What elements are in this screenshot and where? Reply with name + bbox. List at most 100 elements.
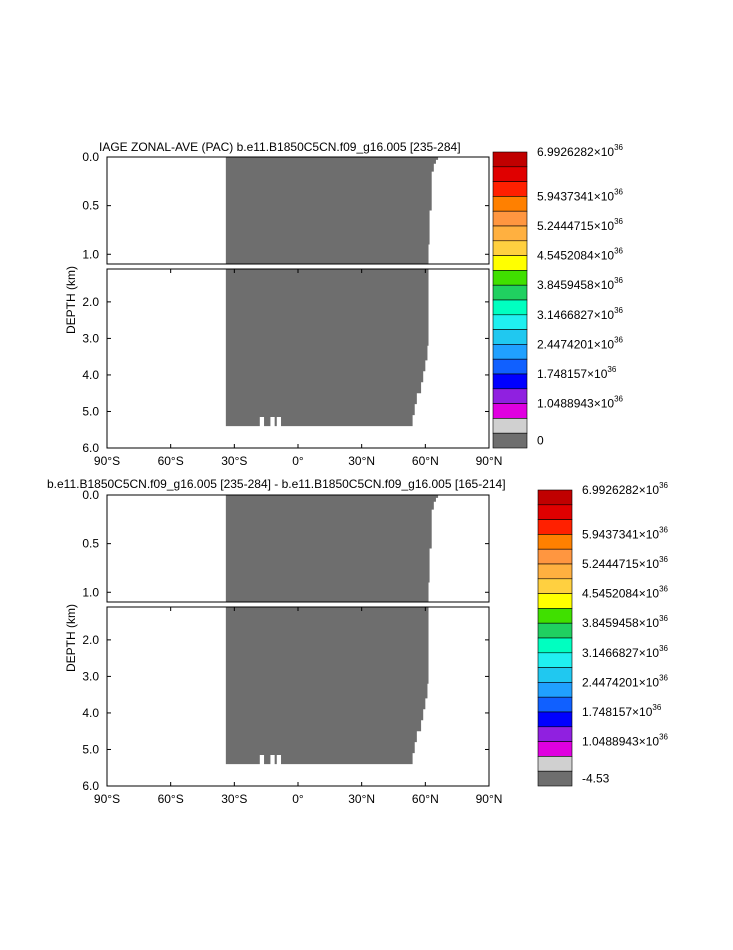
colorbar-box [537, 593, 573, 609]
x-tick-label: 90°S [94, 454, 120, 468]
colorbar-label: 4.5452084×1036 [582, 585, 669, 601]
y-tick-label: 1.0 [82, 247, 99, 261]
colorbar-label-exponent: 36 [614, 395, 623, 404]
x-tick-label: 60°S [158, 792, 184, 806]
y-tick-label: 1.0 [82, 585, 99, 599]
colorbar-box [537, 534, 573, 550]
colorbar-label-mantissa: 3.8459458×10 [537, 278, 614, 292]
y-tick-label: 4.0 [82, 706, 99, 720]
upper-plot-frame [106, 494, 490, 603]
colorbar-box [492, 299, 528, 316]
colorbar-label-exponent: 36 [614, 217, 623, 226]
colorbar-box [492, 388, 528, 404]
colorbar-box [492, 270, 528, 286]
data-field-lower [225, 269, 429, 427]
x-tick-label: 0° [292, 792, 304, 806]
colorbar-label-exponent: 36 [659, 585, 668, 594]
chart-title: b.e11.B1850C5CN.f09_g16.005 [235-284] - … [47, 477, 506, 491]
x-tick-label: 60°N [412, 792, 439, 806]
colorbar-box [492, 255, 528, 271]
x-tick-label: 30°N [348, 454, 375, 468]
colorbar-label: 6.9926282×1036 [582, 481, 669, 497]
colorbar-box [492, 344, 528, 360]
colorbar-label-exponent: 36 [614, 306, 623, 315]
y-tick-label: 0.5 [82, 199, 99, 213]
colorbar-label-exponent: 36 [614, 247, 623, 256]
y-tick-label: 0.5 [82, 537, 99, 551]
colorbar-box [492, 196, 528, 212]
colorbar-label-mantissa: 2.4474201×10 [582, 675, 659, 689]
colorbar-label: 4.5452084×1036 [537, 247, 624, 263]
colorbar-label: 2.4474201×1036 [582, 673, 669, 689]
colorbar-box [537, 622, 573, 639]
x-tick-label: 30°S [221, 792, 247, 806]
colorbar-box [492, 314, 528, 330]
colorbar-label-mantissa: 0 [537, 434, 544, 448]
colorbar-label: 5.9437341×1036 [582, 525, 669, 541]
colorbar-label-exponent: 36 [659, 733, 668, 742]
colorbar-label-mantissa: 6.9926282×10 [537, 145, 614, 159]
y-tick-label: 4.0 [82, 368, 99, 382]
colorbar-label-mantissa: 2.4474201×10 [537, 337, 614, 351]
y-tick-label: 5.0 [82, 404, 99, 418]
colorbar-label-mantissa: 3.1466827×10 [582, 646, 659, 660]
colorbar-box [537, 741, 573, 757]
colorbar-label: 3.1466827×1036 [582, 644, 669, 660]
colorbar-label-exponent: 36 [659, 644, 668, 653]
colorbar-label-exponent: 36 [607, 365, 616, 374]
colorbar-label-mantissa: 3.8459458×10 [582, 616, 659, 630]
colorbar-box [492, 225, 528, 242]
colorbar-box [492, 418, 528, 434]
colorbar-label-exponent: 36 [614, 143, 623, 152]
y-tick-label: 5.0 [82, 742, 99, 756]
x-tick-label: 30°N [348, 792, 375, 806]
colorbar-label-mantissa: 4.5452084×10 [537, 249, 614, 263]
colorbar-box [537, 608, 573, 624]
colorbar-box [492, 210, 528, 227]
y-tick-label: 2.0 [82, 633, 99, 647]
colorbar-label-exponent: 36 [659, 673, 668, 682]
colorbar-label-exponent: 36 [652, 703, 661, 712]
colorbar-label: 1.0488943×1036 [582, 733, 669, 749]
colorbar-label: 1.748157×1036 [537, 365, 617, 381]
colorbar-label-exponent: 36 [659, 555, 668, 564]
colorbar-label-mantissa: 4.5452084×10 [582, 587, 659, 601]
colorbar-box [492, 403, 528, 419]
x-tick-label: 90°S [94, 792, 120, 806]
colorbar-box [492, 181, 528, 197]
colorbar-label: 6.9926282×1036 [537, 143, 624, 159]
colorbar-box [537, 519, 573, 535]
y-tick-label: 6.0 [82, 441, 99, 455]
colorbar-label: 3.8459458×1036 [582, 614, 669, 630]
colorbar-label: 0 [537, 434, 544, 448]
colorbar-label-exponent: 36 [659, 481, 668, 490]
colorbar-label-mantissa: -4.53 [582, 772, 610, 786]
colorbar-box [537, 770, 573, 787]
colorbar-label-mantissa: 5.2444715×10 [537, 219, 614, 233]
x-tick-label: 60°N [412, 454, 439, 468]
colorbar-box [537, 637, 573, 654]
colorbar-label: -4.53 [582, 772, 610, 786]
colorbar-box [537, 726, 573, 742]
colorbar-box [537, 652, 573, 668]
colorbar-label-mantissa: 5.9437341×10 [582, 527, 659, 541]
colorbar-box [537, 711, 573, 728]
y-tick-label: 3.0 [82, 331, 99, 345]
chart-title: IAGE ZONAL-AVE (PAC) b.e11.B1850C5CN.f09… [99, 140, 461, 154]
y-tick-label: 0.0 [82, 488, 99, 502]
colorbar-box [537, 548, 573, 565]
data-field-upper [225, 495, 439, 602]
colorbar-label-exponent: 36 [659, 525, 668, 534]
colorbar-label-mantissa: 1.0488943×10 [537, 397, 614, 411]
colorbar-label-exponent: 36 [614, 187, 623, 196]
y-tick-label: 6.0 [82, 779, 99, 793]
colorbar-label: 5.2444715×1036 [537, 217, 624, 233]
colorbar-label-mantissa: 5.9437341×10 [537, 189, 614, 203]
colorbar-box [537, 489, 573, 506]
upper-panel: IAGE ZONAL-AVE (PAC) b.e11.B1850C5CN.f09… [64, 140, 624, 468]
colorbar-box [537, 696, 573, 713]
colorbar-label-mantissa: 1.0488943×10 [582, 735, 659, 749]
colorbar-box [537, 682, 573, 698]
y-tick-label: 3.0 [82, 669, 99, 683]
lower-panel: b.e11.B1850C5CN.f09_g16.005 [235-284] - … [47, 477, 669, 806]
